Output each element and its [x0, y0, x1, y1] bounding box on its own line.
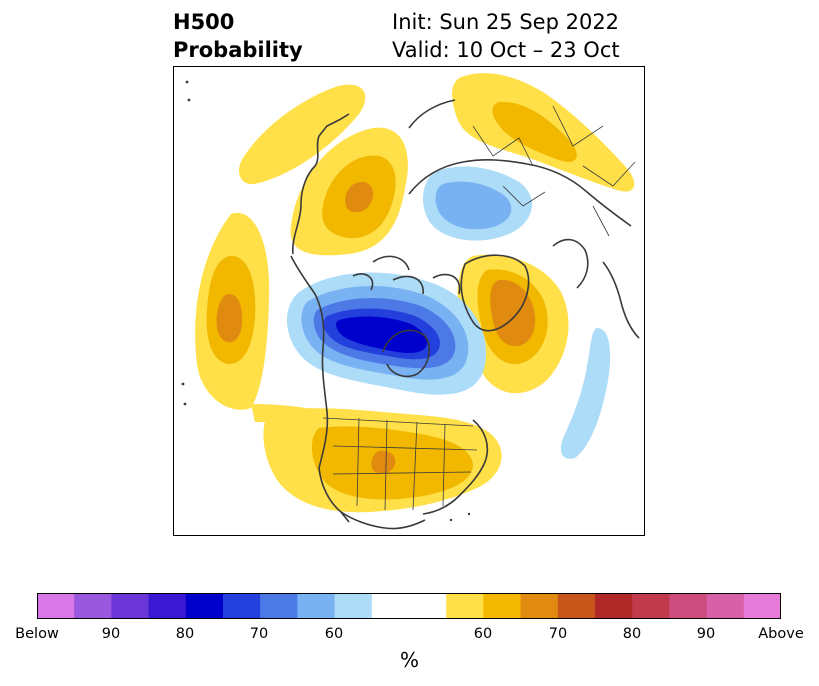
- greenland-coast: [460, 254, 530, 332]
- valid-range: Valid: 10 Oct – 23 Oct: [392, 38, 620, 62]
- us-borders: [322, 417, 478, 511]
- map-dates: Init: Sun 25 Sep 2022 Valid: 10 Oct – 23…: [392, 8, 620, 64]
- colorbar-label: 70: [249, 626, 269, 642]
- colorbar-swatch: [185, 593, 224, 619]
- atlantic-below-60: [560, 328, 611, 459]
- colorbar-swatch: [446, 593, 484, 619]
- nordic-anomaly-70: [492, 101, 577, 162]
- map-svg: [173, 66, 645, 536]
- europe-coast: [552, 238, 640, 339]
- colorbar-swatch: [632, 593, 670, 619]
- title-variable: H500: [173, 10, 235, 34]
- island: [181, 382, 185, 386]
- colorbar-swatch: [260, 593, 298, 619]
- colorbar-label: 60: [473, 626, 493, 642]
- atlantic-anomaly-80: [490, 279, 536, 347]
- colorbar-border: [37, 593, 781, 619]
- colorbar-swatch: [74, 593, 112, 619]
- island: [183, 402, 187, 406]
- probability-map: [173, 66, 645, 536]
- island: [449, 518, 453, 522]
- colorbar-label: 80: [622, 626, 642, 642]
- colorbar-unit: %: [399, 648, 419, 672]
- colorbar-swatches: [37, 593, 782, 619]
- colorbar-swatch: [520, 593, 559, 619]
- colorbar-swatch: [371, 593, 447, 619]
- colorbar-label: 90: [696, 626, 716, 642]
- arctic-anomaly-80: [345, 181, 373, 213]
- eurasia-coast: [408, 99, 632, 227]
- island: [187, 98, 191, 102]
- map-title: H500 Probability: [173, 8, 303, 64]
- alaska-coast: [291, 113, 350, 255]
- coastlines: [290, 99, 640, 530]
- colorbar-swatch: [483, 593, 522, 619]
- colorbar-swatch: [557, 593, 596, 619]
- colorbar-labels: Below 90 80 70 60 60 70 80 90 Above: [0, 626, 819, 648]
- below-normal-anomalies: [286, 166, 611, 459]
- colorbar-swatch: [297, 593, 336, 619]
- canada-anomaly-90: [336, 316, 427, 354]
- colorbar-swatch: [223, 593, 261, 619]
- colorbar-swatch: [706, 593, 745, 619]
- islands: [181, 80, 471, 522]
- east-coast: [422, 419, 489, 515]
- colorbar-label: 90: [101, 626, 121, 642]
- init-date: Init: Sun 25 Sep 2022: [392, 10, 620, 34]
- colorbar-label: Below: [15, 626, 59, 642]
- mexico-coast: [340, 511, 426, 530]
- colorbar-swatch: [148, 593, 187, 619]
- colorbar-swatch: [334, 593, 373, 619]
- colorbar: [37, 593, 782, 619]
- island: [467, 512, 471, 516]
- west-coast: [290, 255, 350, 523]
- us-anomaly-80: [371, 450, 396, 474]
- eurasia-borders: [472, 105, 636, 237]
- colorbar-label: 60: [324, 626, 344, 642]
- colorbar-swatch: [743, 593, 782, 619]
- colorbar-swatch: [111, 593, 150, 619]
- arctic-islands: [352, 255, 461, 295]
- siberia-anomaly-60: [239, 84, 366, 185]
- colorbar-label: 70: [548, 626, 568, 642]
- title-product: Probability: [173, 38, 303, 62]
- colorbar-swatch: [669, 593, 708, 619]
- pacific-anomaly-80: [216, 294, 243, 343]
- arctic-below-70: [435, 181, 512, 230]
- colorbar-swatch: [595, 593, 633, 619]
- colorbar-label: Above: [758, 626, 804, 642]
- colorbar-label: 80: [175, 626, 195, 642]
- colorbar-swatch: [37, 593, 75, 619]
- island: [185, 80, 189, 84]
- map-border: [173, 66, 645, 536]
- hudson-bay: [382, 329, 430, 378]
